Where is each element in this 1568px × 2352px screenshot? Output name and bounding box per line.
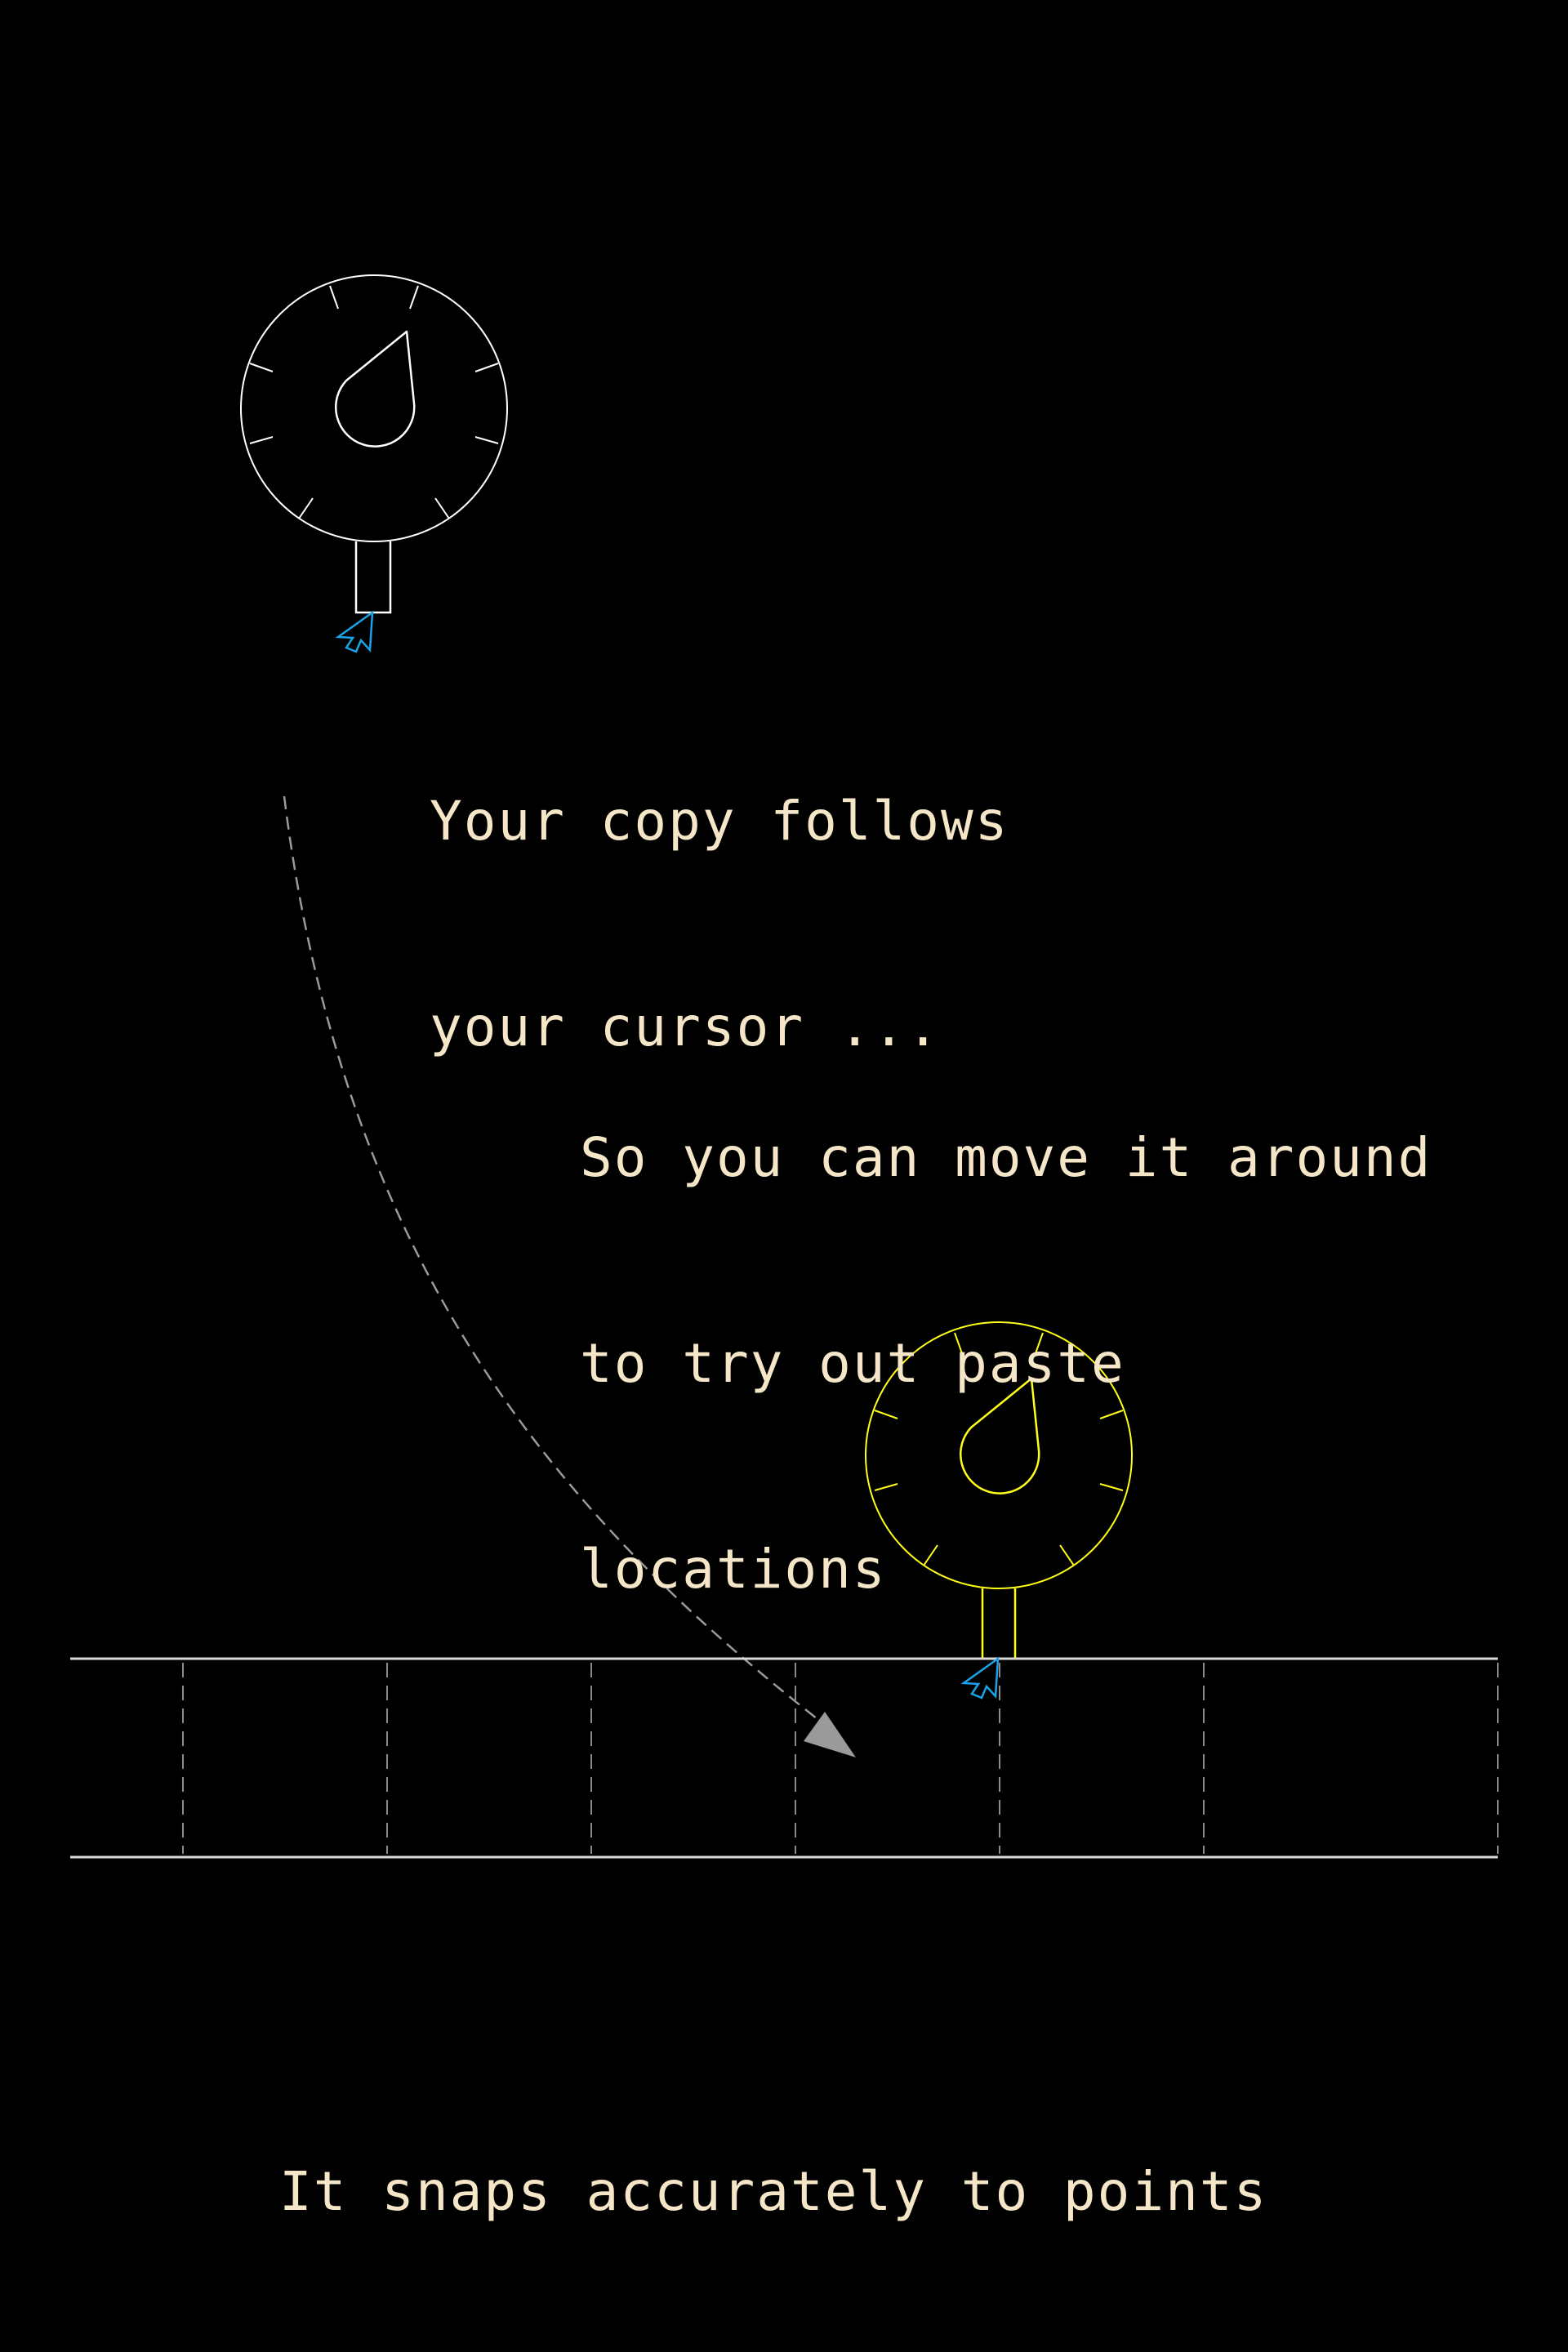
dashed-curved-arrow — [283, 795, 856, 1757]
mouse-cursor-icon — [336, 611, 374, 653]
caption-follow-line-1: Your copy follows — [430, 790, 1009, 853]
caption-snap-points: It snaps accurately to points — [279, 2020, 1267, 2295]
gauge-icon[interactable] — [239, 274, 509, 614]
caption-follow-cursor: Your copy follows your cursor ... — [430, 650, 1009, 1130]
gauge-icon-active[interactable] — [864, 1321, 1134, 1658]
caption-snap-line-1: It snaps accurately to points — [279, 2160, 1268, 2223]
caption-follow-line-2: your cursor ... — [430, 996, 942, 1058]
caption-move-line-2: to try out paste — [580, 1332, 1125, 1395]
caption-move-line-3: locations — [580, 1538, 887, 1601]
caption-move-line-1: So you can move it around — [580, 1126, 1432, 1189]
caption-move-around: So you can move it around to try out pas… — [580, 987, 1432, 1673]
snap-track — [70, 1657, 1499, 1859]
